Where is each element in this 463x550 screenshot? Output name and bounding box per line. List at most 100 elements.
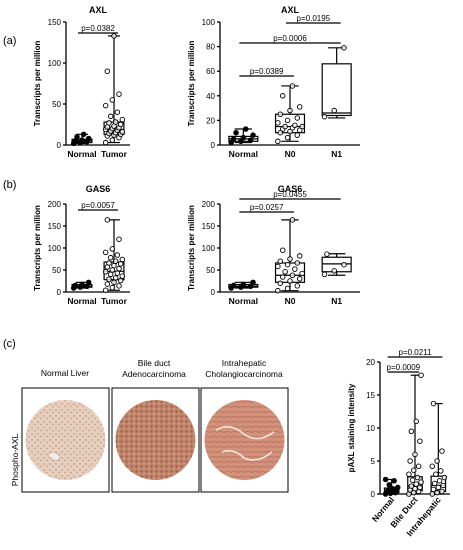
y-tick-label: 0 (371, 490, 376, 499)
data-point (412, 451, 418, 458)
data-point (287, 107, 293, 114)
data-point (279, 93, 286, 99)
data-point (408, 428, 415, 435)
data-point (394, 484, 401, 491)
data-point (106, 276, 112, 282)
data-point (240, 134, 247, 141)
data-point (102, 287, 109, 293)
y-tick-label: 0 (211, 288, 216, 297)
x-tick-label: Tumor (101, 296, 128, 306)
y-tick-label: 20 (366, 358, 375, 367)
data-point (275, 138, 281, 145)
y-tick-label: 150 (48, 18, 62, 27)
y-tick-label: 5 (371, 457, 376, 466)
data-point (112, 258, 119, 264)
data-point (296, 104, 303, 110)
tissue-core-intra (204, 400, 285, 480)
data-point (119, 273, 126, 279)
data-point (413, 481, 419, 487)
data-point (111, 33, 117, 39)
data-point (277, 280, 284, 286)
data-point (436, 478, 443, 484)
data-point (119, 129, 126, 135)
data-point (296, 253, 303, 259)
data-point (107, 254, 114, 261)
data-point (109, 267, 116, 273)
data-point (116, 91, 122, 97)
y-tick-label: 150 (48, 222, 62, 231)
data-point (417, 484, 423, 491)
data-point (418, 479, 424, 485)
data-point (434, 458, 440, 464)
data-point (117, 277, 124, 284)
data-point (324, 251, 330, 257)
y-axis-label: Transcripts per million (33, 205, 42, 291)
tissue-label-intra-2: Cholangiocarcinoma (205, 369, 283, 379)
tissue-label-intra-1: Intrahepatic (222, 358, 267, 368)
data-point (390, 485, 396, 492)
data-point (433, 471, 439, 477)
data-point (107, 271, 114, 278)
data-point (413, 418, 419, 425)
data-point (104, 217, 111, 223)
data-point (109, 137, 116, 143)
data-point (296, 276, 303, 282)
data-point (238, 138, 244, 145)
data-point (102, 269, 109, 275)
y-tick-label: 0 (57, 288, 62, 297)
data-point (408, 483, 415, 489)
data-point (406, 471, 412, 477)
data-point (250, 132, 256, 138)
panel-label-c: (c) (3, 338, 16, 350)
data-point (116, 236, 122, 242)
data-point (391, 478, 397, 484)
data-point (79, 137, 85, 143)
chart-title: AXL (89, 5, 108, 15)
data-point (289, 217, 296, 223)
x-tick-label: N0 (285, 149, 296, 159)
p-value-label: p=0.0382 (81, 24, 115, 33)
data-point (247, 283, 254, 290)
y-tick-label: 0 (211, 141, 216, 150)
y-tick-label: 200 (48, 200, 62, 209)
y-tick-label: 50 (206, 266, 215, 275)
data-point (119, 256, 126, 263)
data-point (321, 271, 328, 278)
data-point (294, 260, 301, 266)
data-point (102, 102, 109, 109)
y-tick-label: 0 (57, 141, 62, 150)
data-point (106, 260, 112, 266)
y-tick-label: 100 (48, 59, 62, 68)
data-point (284, 134, 291, 141)
data-point (430, 486, 437, 493)
data-point (430, 400, 437, 407)
tissue-core-normal (25, 400, 106, 480)
data-point (415, 463, 422, 470)
data-point (275, 120, 281, 126)
data-point (440, 482, 446, 489)
axl-tumor-chart: 0 50 100 150 Transcripts per million AXL Norma… (33, 5, 130, 159)
data-point (438, 468, 444, 474)
x-tick-label: N0 (285, 296, 296, 306)
data-point (296, 127, 303, 133)
y-tick-label: 15 (366, 391, 375, 400)
data-point (341, 261, 347, 268)
data-point (282, 269, 288, 275)
data-point (287, 256, 293, 262)
p-value-label: p=0.0006 (273, 34, 307, 43)
data-point (106, 120, 112, 126)
data-point (434, 489, 440, 496)
tissue-core-bile (115, 400, 196, 480)
data-point (331, 268, 337, 274)
data-point (112, 119, 119, 125)
data-point (107, 113, 114, 120)
data-point (294, 132, 301, 138)
data-point (284, 261, 291, 268)
p-value-label: p=0.0211 (399, 348, 433, 357)
data-point (79, 281, 85, 288)
data-point (247, 137, 254, 143)
data-point (240, 281, 247, 288)
y-tick-label: 100 (202, 18, 216, 27)
